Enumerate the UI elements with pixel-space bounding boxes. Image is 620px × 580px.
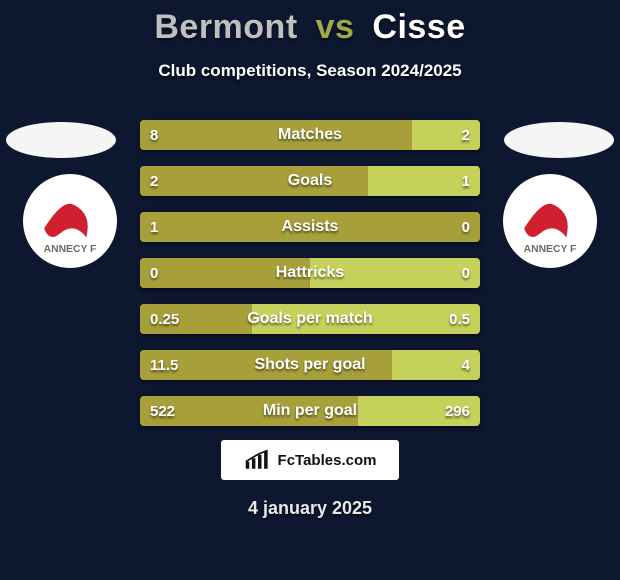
stat-bar-left xyxy=(140,212,480,242)
title-player2: Cisse xyxy=(372,8,465,46)
stat-bars: 82Matches 21Goals 10Assists 00Hattricks 0.25… xyxy=(140,120,480,442)
stat-bar-left xyxy=(140,166,368,196)
player2-photo xyxy=(504,122,614,158)
fctables-logo-icon xyxy=(244,449,272,471)
stat-bar-right xyxy=(252,304,480,334)
stat-bar-left xyxy=(140,304,252,334)
stat-row: 11.54Shots per goal xyxy=(140,350,480,380)
comparison-stage: ANNECY F ANNECY F 82Matches 21Goals 10Assi… xyxy=(0,110,620,450)
stat-bar-right xyxy=(310,258,480,288)
stat-row: 0.250.5Goals per match xyxy=(140,304,480,334)
stat-row: 10Assists xyxy=(140,212,480,242)
stat-bar-left xyxy=(140,120,412,150)
title: Bermont vs Cisse xyxy=(0,0,620,47)
stat-row: 00Hattricks xyxy=(140,258,480,288)
player1-photo xyxy=(6,122,116,158)
stat-bar-right xyxy=(368,166,480,196)
player2-club-logo: ANNECY F xyxy=(503,174,597,268)
stat-row: 522296Min per goal xyxy=(140,396,480,426)
annecy-logo-icon: ANNECY F xyxy=(513,184,587,258)
brand-badge: FcTables.com xyxy=(221,440,399,480)
subtitle: Club competitions, Season 2024/2025 xyxy=(0,61,620,81)
stat-bar-right xyxy=(412,120,480,150)
brand-text: FcTables.com xyxy=(278,452,377,469)
stat-bar-left xyxy=(140,258,310,288)
svg-text:ANNECY F: ANNECY F xyxy=(44,244,97,255)
stat-bar-left xyxy=(140,350,392,380)
player1-club-logo: ANNECY F xyxy=(23,174,117,268)
comparison-infographic: Bermont vs Cisse Club competitions, Seas… xyxy=(0,0,620,580)
stat-row: 21Goals xyxy=(140,166,480,196)
title-player1: Bermont xyxy=(154,8,297,46)
title-vs: vs xyxy=(316,8,355,46)
svg-text:ANNECY F: ANNECY F xyxy=(524,244,577,255)
footer-date: 4 january 2025 xyxy=(0,498,620,519)
stat-bar-right xyxy=(392,350,480,380)
stat-bar-right xyxy=(358,396,480,426)
stat-row: 82Matches xyxy=(140,120,480,150)
annecy-logo-icon: ANNECY F xyxy=(33,184,107,258)
stat-bar-left xyxy=(140,396,358,426)
